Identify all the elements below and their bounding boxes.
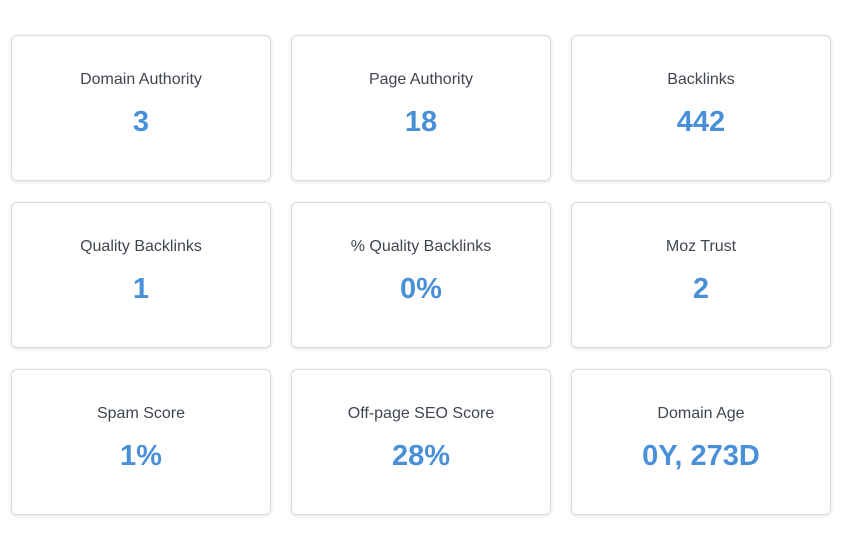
metric-value: 28% [391, 440, 451, 472]
metric-card-spam-score: Spam Score 1% [11, 369, 271, 515]
metric-card-percent-quality-backlinks: % Quality Backlinks 0% [291, 202, 551, 348]
metric-label: Domain Authority [80, 71, 202, 88]
metric-card-quality-backlinks: Quality Backlinks 1 [11, 202, 271, 348]
metric-label: % Quality Backlinks [350, 238, 492, 255]
metric-card-page-authority: Page Authority 18 [291, 35, 551, 181]
metric-value: 3 [132, 106, 150, 138]
metric-label: Page Authority [368, 71, 474, 88]
metric-label: Backlinks [667, 71, 735, 88]
metric-label: Moz Trust [665, 238, 737, 255]
metric-value: 1 [132, 273, 150, 305]
metric-value: 442 [676, 106, 726, 138]
metric-value: 0% [400, 273, 442, 305]
metric-value: 2 [692, 273, 710, 305]
metrics-grid: Domain Authority 3 Page Authority 18 Bac… [11, 35, 831, 515]
metric-value: 1% [120, 440, 162, 472]
metric-card-domain-authority: Domain Authority 3 [11, 35, 271, 181]
metric-card-backlinks: Backlinks 442 [571, 35, 831, 181]
metric-label: Off-page SEO Score [347, 405, 495, 422]
metric-card-domain-age: Domain Age 0Y, 273D [571, 369, 831, 515]
metric-value: 0Y, 273D [642, 440, 760, 472]
metric-label: Quality Backlinks [80, 238, 202, 255]
metric-value: 18 [404, 106, 438, 138]
metric-card-moz-trust: Moz Trust 2 [571, 202, 831, 348]
metric-card-off-page-seo-score: Off-page SEO Score 28% [291, 369, 551, 515]
metric-label: Domain Age [657, 405, 745, 422]
metric-label: Spam Score [96, 405, 186, 422]
